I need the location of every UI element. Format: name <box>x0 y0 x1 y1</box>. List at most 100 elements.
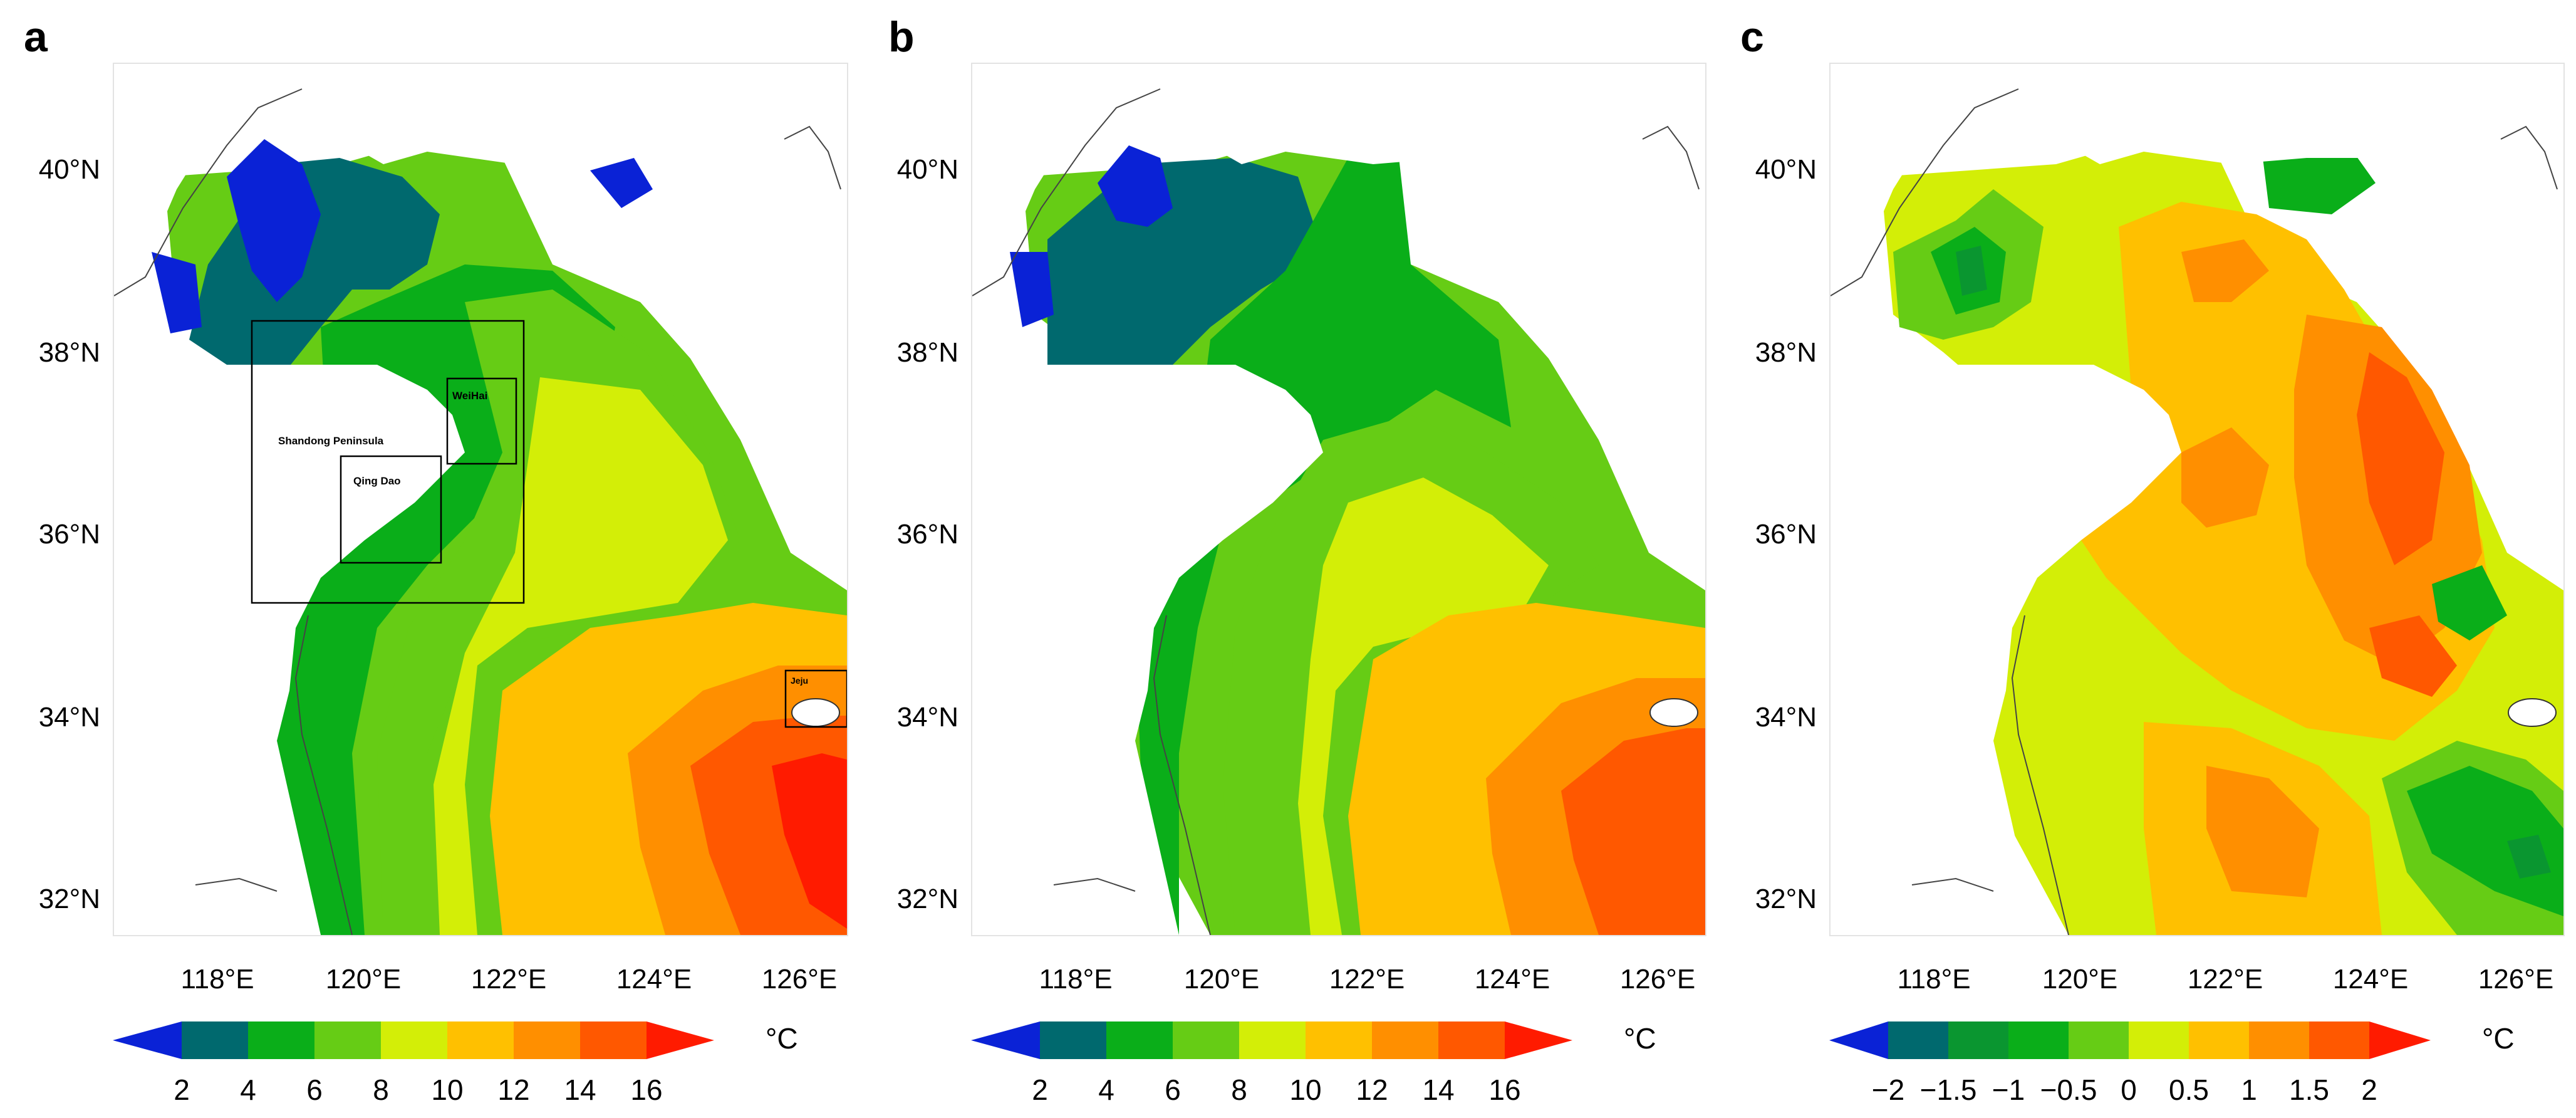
band-max <box>772 753 847 929</box>
lat-label: 34°N <box>38 702 100 733</box>
korea-land <box>665 64 847 565</box>
band-16 <box>1561 728 1705 935</box>
colorbar-segment <box>2129 1021 2189 1059</box>
colorbar <box>113 1021 714 1059</box>
colorbar-tick: −2 <box>1871 1074 1905 1106</box>
unit-label: °C <box>766 1022 798 1055</box>
sst-map <box>971 63 1706 936</box>
colorbar-tick: −1 <box>1992 1074 2025 1106</box>
coastline <box>1053 877 1136 892</box>
lon-label: 122°E <box>1329 964 1405 995</box>
coastline <box>1642 125 1700 190</box>
jeju-island <box>2508 698 2557 727</box>
colorbar-max-arrow <box>647 1021 714 1059</box>
band-neg <box>2407 766 2563 916</box>
lat-label: 32°N <box>1755 884 1817 914</box>
colorbar-segment <box>182 1021 248 1059</box>
colorbar-tick: 2 <box>2361 1074 2377 1106</box>
korea-land <box>2382 64 2563 565</box>
lat-label: 38°N <box>38 337 100 368</box>
lon-label: 122°E <box>470 964 547 995</box>
lat-label: 40°N <box>896 154 958 185</box>
lat-label: 40°N <box>1755 154 1817 185</box>
colorbar-tick: 1 <box>2241 1074 2257 1106</box>
panel-a: a <box>0 0 858 1118</box>
cold-patch <box>1010 252 1054 327</box>
band-6-8 <box>1135 152 1511 935</box>
unit-label: °C <box>2482 1022 2515 1055</box>
lat-label: 36°N <box>1755 519 1817 550</box>
colorbar-tick: 16 <box>1488 1074 1521 1106</box>
shandong-land <box>1831 327 2181 935</box>
panel-letter: a <box>24 13 48 61</box>
lon-label: 118°E <box>180 964 254 995</box>
panel-letter: b <box>888 13 915 61</box>
colorbar-tick: 1.5 <box>2289 1074 2329 1106</box>
coastline <box>294 615 353 935</box>
colorbar-tick: 10 <box>1289 1074 1322 1106</box>
jeju-island <box>1649 698 1698 727</box>
coastline <box>2500 125 2558 190</box>
shandong-land <box>114 327 465 935</box>
colorbar-segment <box>1173 1021 1239 1059</box>
colorbar-min-arrow <box>113 1021 182 1059</box>
coastline <box>784 125 841 190</box>
colorbar-segment <box>2069 1021 2129 1059</box>
colorbar-segment <box>580 1021 647 1059</box>
lon-label: 120°E <box>325 964 402 995</box>
panel-c: c <box>1716 0 2576 1118</box>
colorbar-max-arrow <box>2369 1021 2431 1059</box>
colorbar-segment <box>1239 1021 1306 1059</box>
shandong-label: Shandong Peninsula <box>278 435 384 447</box>
colorbar-tick: 4 <box>240 1074 256 1106</box>
sst-diff-map <box>1829 63 2565 936</box>
lon-label: 122°E <box>2187 964 2263 995</box>
colorbar-segment <box>1372 1021 1438 1059</box>
colorbar-tick: 0 <box>2121 1074 2137 1106</box>
colorbar-min-arrow <box>1829 1021 1888 1059</box>
colorbar-tick: 8 <box>373 1074 389 1106</box>
colorbar-segment <box>381 1021 447 1059</box>
colorbar-min-arrow <box>971 1021 1040 1059</box>
colorbar-segment <box>1306 1021 1372 1059</box>
panel-b: b 40°N 38°N 36°N 34°N 32°N 118°E 120°E <box>858 0 1716 1118</box>
colorbar-segment <box>2309 1021 2369 1059</box>
colorbar-tick: 14 <box>564 1074 596 1106</box>
shandong-box <box>251 320 525 604</box>
colorbar-segment <box>1040 1021 1106 1059</box>
colorbar-max-arrow <box>1505 1021 1572 1059</box>
lon-label: 126°E <box>761 964 838 995</box>
colorbar-segment <box>2008 1021 2069 1059</box>
colorbar-tick: 4 <box>1098 1074 1114 1106</box>
qingdao-label: Qing Dao <box>353 475 401 487</box>
cold-patch <box>152 252 202 333</box>
cold-patch <box>590 158 653 208</box>
band-neg <box>2432 565 2507 640</box>
lat-label: 34°N <box>1755 702 1817 733</box>
colorbar-segment <box>514 1021 580 1059</box>
colorbar-segment <box>2189 1021 2249 1059</box>
lon-label: 118°E <box>1039 964 1113 995</box>
colorbar-tick: 12 <box>497 1074 530 1106</box>
colorbar-tick: −1.5 <box>1919 1074 1977 1106</box>
coastline <box>1831 88 2019 296</box>
panel-letter: c <box>1740 13 1764 61</box>
colorbar-tick: 6 <box>1165 1074 1181 1106</box>
coastline <box>972 88 1161 296</box>
korea-land <box>1524 64 1705 565</box>
jeju-island <box>791 698 840 727</box>
colorbar-segment <box>1948 1021 2008 1059</box>
colorbar-tick: 0.5 <box>2169 1074 2209 1106</box>
band-neg <box>2507 835 2551 879</box>
colorbar-segment <box>248 1021 314 1059</box>
lon-label: 126°E <box>1619 964 1696 995</box>
coastline <box>1153 615 1211 935</box>
lat-label: 38°N <box>896 337 958 368</box>
unit-label: °C <box>1624 1022 1656 1055</box>
band-pos <box>2369 615 2457 697</box>
lat-label: 32°N <box>38 884 100 914</box>
colorbar-segment <box>1438 1021 1505 1059</box>
band-10-12 <box>434 377 728 935</box>
lat-label: 32°N <box>896 884 958 914</box>
colorbar-tick: 8 <box>1231 1074 1247 1106</box>
